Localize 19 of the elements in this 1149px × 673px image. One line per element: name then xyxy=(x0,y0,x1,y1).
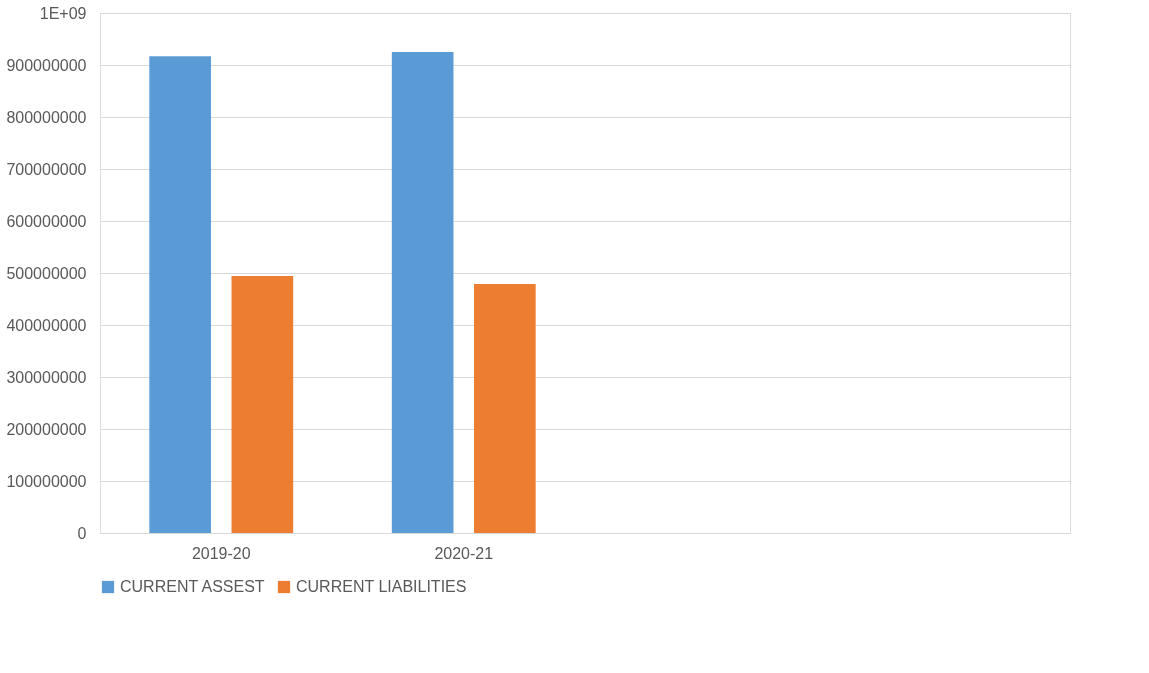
y-tick-label: 1E+09 xyxy=(39,4,87,22)
legend-label: CURRENT ASSEST xyxy=(120,578,265,595)
bar xyxy=(391,52,454,533)
bar xyxy=(474,283,536,533)
y-tick-label: 800000000 xyxy=(6,108,87,126)
y-tick-label: 700000000 xyxy=(6,160,87,178)
x-tick-label: 2019-20 xyxy=(191,544,251,562)
bar xyxy=(149,56,211,533)
y-tick-label: 600000000 xyxy=(6,212,87,230)
y-tick-label: 200000000 xyxy=(6,420,87,438)
legend-label: CURRENT LIABILITIES xyxy=(296,578,467,595)
y-tick-label: 400000000 xyxy=(6,316,87,334)
y-tick-label: 100000000 xyxy=(6,472,87,490)
y-tick-label: 300000000 xyxy=(6,368,87,386)
bar xyxy=(231,276,294,533)
y-tick-label: 0 xyxy=(77,524,87,542)
x-tick-label: 2020-21 xyxy=(434,544,494,562)
y-tick-label: 900000000 xyxy=(6,56,87,74)
y-tick-label: 500000000 xyxy=(6,264,87,282)
